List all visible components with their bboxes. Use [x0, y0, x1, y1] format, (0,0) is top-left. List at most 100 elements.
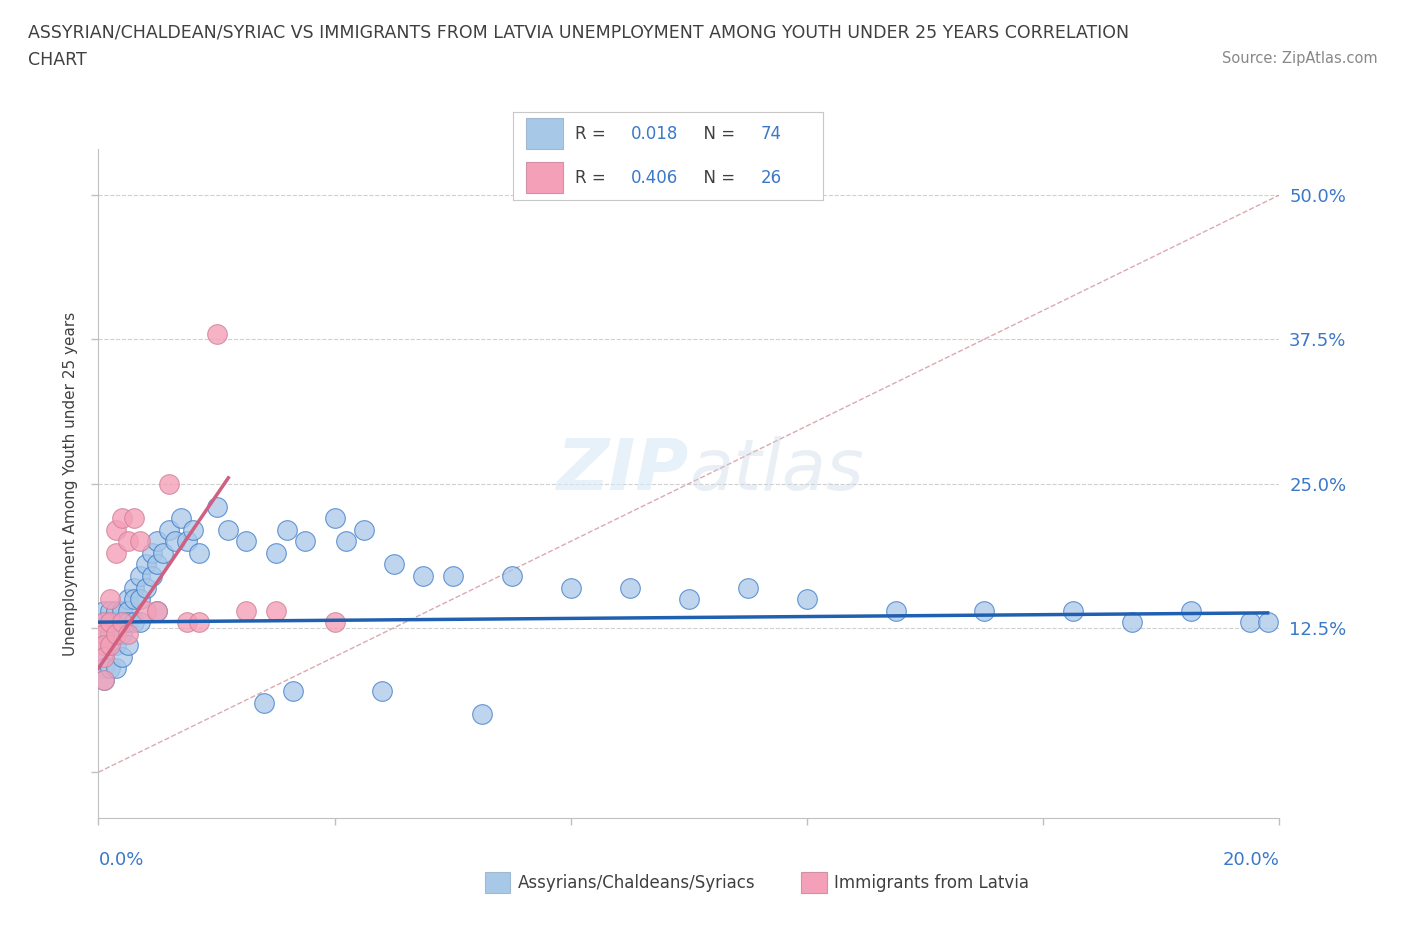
Point: [105, 615, 128, 630]
Point: [111, 615, 134, 630]
Point: [105, 638, 128, 653]
Point: [135, 604, 157, 618]
Point: [117, 615, 139, 630]
Point: [157, 476, 180, 491]
Point: [98, 604, 121, 618]
Point: [98, 626, 121, 641]
Point: [323, 511, 346, 525]
Point: [128, 615, 150, 630]
Point: [146, 604, 169, 618]
Point: [152, 545, 174, 560]
Point: [141, 545, 163, 560]
Point: [205, 326, 228, 341]
Point: [93, 638, 115, 653]
Point: [111, 615, 134, 630]
Point: [264, 545, 287, 560]
Point: [117, 626, 139, 641]
Point: [264, 604, 287, 618]
Point: [560, 580, 582, 595]
Point: [93, 649, 115, 664]
Point: [187, 615, 209, 630]
Point: [93, 626, 115, 641]
Point: [235, 534, 257, 549]
Point: [471, 707, 494, 722]
Point: [122, 580, 145, 595]
Point: [135, 580, 157, 595]
Point: [128, 591, 150, 606]
Point: [98, 638, 121, 653]
Point: [93, 615, 115, 630]
Point: [122, 615, 145, 630]
Text: 0.018: 0.018: [631, 125, 678, 142]
Text: ZIP: ZIP: [557, 436, 689, 505]
Text: 0.0%: 0.0%: [98, 851, 143, 869]
Point: [105, 545, 128, 560]
Text: atlas: atlas: [689, 436, 863, 505]
Point: [678, 591, 700, 606]
Point: [796, 591, 818, 606]
Point: [176, 615, 198, 630]
Text: Assyrians/Chaldeans/Syriacs: Assyrians/Chaldeans/Syriacs: [517, 873, 755, 892]
Point: [93, 672, 115, 687]
Point: [93, 604, 115, 618]
Point: [253, 696, 276, 711]
Point: [98, 638, 121, 653]
Point: [111, 626, 134, 641]
Point: [93, 615, 115, 630]
Point: [93, 638, 115, 653]
Point: [141, 568, 163, 583]
Point: [105, 523, 128, 538]
Point: [111, 511, 134, 525]
Point: [98, 661, 121, 676]
Point: [1121, 615, 1143, 630]
Point: [93, 649, 115, 664]
Text: R =: R =: [575, 125, 612, 142]
Point: [111, 649, 134, 664]
Point: [1180, 604, 1202, 618]
Point: [146, 557, 169, 572]
Text: Source: ZipAtlas.com: Source: ZipAtlas.com: [1222, 51, 1378, 66]
Point: [135, 557, 157, 572]
Point: [283, 684, 305, 698]
Text: ASSYRIAN/CHALDEAN/SYRIAC VS IMMIGRANTS FROM LATVIA UNEMPLOYMENT AMONG YOUTH UNDE: ASSYRIAN/CHALDEAN/SYRIAC VS IMMIGRANTS F…: [28, 23, 1129, 41]
Point: [105, 661, 128, 676]
Point: [335, 534, 357, 549]
Point: [98, 615, 121, 630]
Point: [157, 523, 180, 538]
Point: [170, 511, 193, 525]
Point: [235, 604, 257, 618]
Point: [501, 568, 523, 583]
Point: [98, 615, 121, 630]
Y-axis label: Unemployment Among Youth under 25 years: Unemployment Among Youth under 25 years: [63, 312, 79, 656]
Text: 26: 26: [761, 169, 782, 187]
Point: [1239, 615, 1261, 630]
Text: 20.0%: 20.0%: [1223, 851, 1279, 869]
Point: [181, 523, 204, 538]
Point: [93, 672, 115, 687]
Point: [441, 568, 464, 583]
Point: [217, 523, 239, 538]
Text: R =: R =: [575, 169, 612, 187]
Point: [276, 523, 298, 538]
Point: [737, 580, 759, 595]
Point: [294, 534, 316, 549]
Point: [105, 626, 128, 641]
Point: [382, 557, 405, 572]
Point: [205, 499, 228, 514]
Bar: [526, 118, 562, 149]
Bar: [526, 162, 562, 193]
Point: [117, 604, 139, 618]
Point: [619, 580, 641, 595]
Text: N =: N =: [693, 169, 740, 187]
Text: 74: 74: [761, 125, 782, 142]
Point: [1062, 604, 1084, 618]
Point: [117, 638, 139, 653]
Point: [884, 604, 907, 618]
Point: [105, 626, 128, 641]
Point: [93, 626, 115, 641]
Point: [176, 534, 198, 549]
Point: [1257, 615, 1279, 630]
Point: [117, 534, 139, 549]
Point: [187, 545, 209, 560]
Point: [973, 604, 995, 618]
